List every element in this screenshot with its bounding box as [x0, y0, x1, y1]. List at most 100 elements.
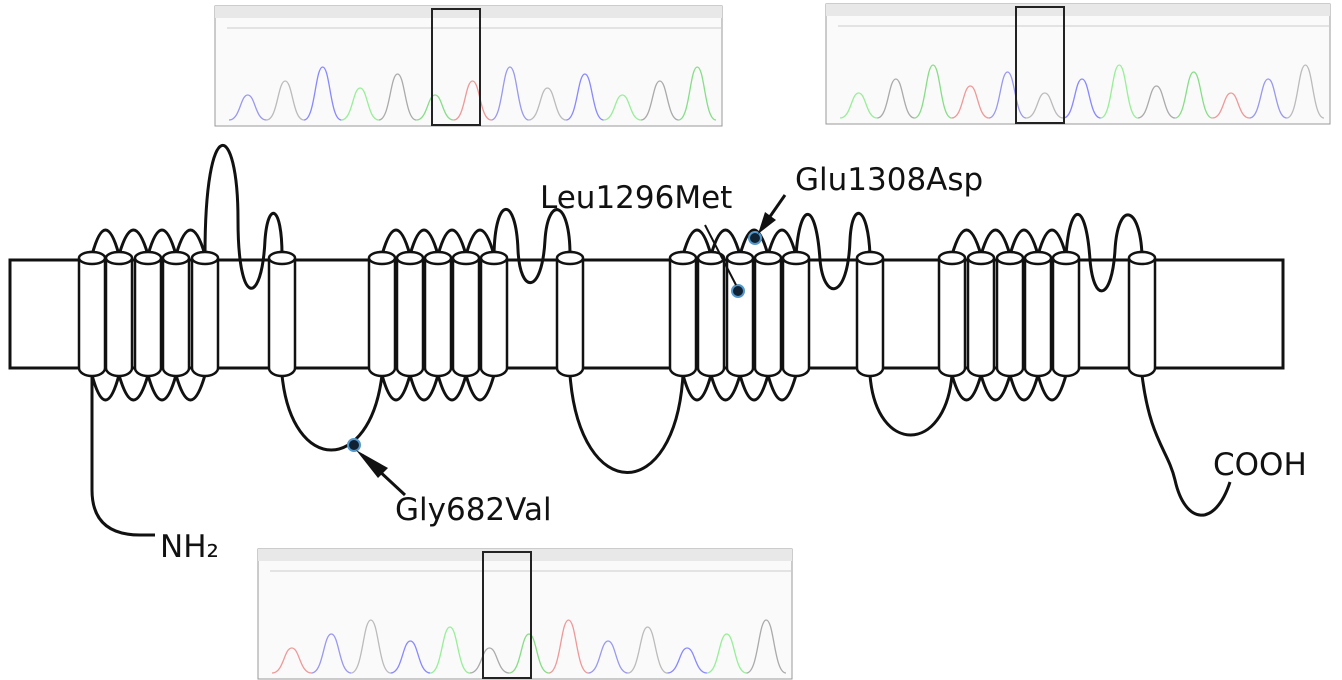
- helix-top: [725, 250, 755, 266]
- toolbar: [826, 4, 1330, 16]
- loop: [738, 374, 770, 402]
- mutation-dot: [748, 231, 762, 245]
- peak: [303, 66, 342, 121]
- terminus-label: COOH: [1213, 447, 1307, 483]
- peak: [951, 85, 990, 119]
- peak: [528, 87, 567, 121]
- peak: [1212, 92, 1250, 119]
- helix-top: [190, 250, 220, 266]
- loop: [90, 228, 121, 256]
- helix-top: [696, 250, 726, 266]
- peak: [1137, 85, 1176, 119]
- peak: [266, 80, 305, 121]
- peak: [548, 619, 589, 674]
- arrowhead: [758, 212, 776, 234]
- loop: [766, 228, 798, 256]
- peak: [914, 64, 952, 119]
- helix: [937, 250, 967, 378]
- helix-top: [367, 250, 397, 266]
- helix: [77, 250, 107, 378]
- peak: [429, 626, 470, 674]
- helix-top: [479, 250, 509, 266]
- helix-top: [966, 250, 996, 266]
- helix: [1127, 250, 1157, 378]
- helix-top: [781, 250, 811, 266]
- helix: [753, 250, 783, 378]
- peak: [469, 647, 510, 674]
- loop: [1036, 228, 1068, 256]
- helix: [479, 250, 509, 378]
- helix: [190, 250, 220, 378]
- peak: [627, 626, 668, 674]
- helix: [855, 250, 885, 378]
- helix: [451, 250, 481, 378]
- peak: [416, 94, 454, 121]
- helix-top: [855, 250, 885, 266]
- helix-top: [555, 250, 585, 266]
- helix-top: [423, 250, 453, 266]
- peak: [603, 94, 642, 121]
- helix-top: [104, 250, 134, 266]
- peak: [378, 73, 417, 121]
- peak: [271, 647, 312, 674]
- helix: [267, 250, 297, 378]
- helix: [1023, 250, 1053, 378]
- loop: [380, 374, 412, 402]
- toolbar: [215, 6, 722, 18]
- peak: [1063, 78, 1101, 119]
- chromatogram: [825, 3, 1331, 125]
- helix: [668, 250, 698, 378]
- mutation-label: Gly682Val: [395, 492, 552, 528]
- helix: [104, 250, 134, 378]
- helices: [77, 250, 1157, 378]
- loop: [681, 228, 713, 256]
- helix: [395, 250, 425, 378]
- helix: [367, 250, 397, 378]
- loop: [408, 374, 440, 402]
- helix: [995, 250, 1025, 378]
- helix: [966, 250, 996, 378]
- loop: [1008, 374, 1040, 402]
- peak: [678, 66, 717, 121]
- loop: [464, 228, 496, 256]
- loop: [436, 374, 468, 402]
- loop: [117, 374, 150, 402]
- helix: [725, 250, 755, 378]
- loop: [90, 374, 121, 402]
- chromatograms: [214, 3, 1331, 680]
- peak: [341, 87, 380, 121]
- mutations: [347, 194, 787, 497]
- helix: [555, 250, 585, 378]
- loop: [1036, 374, 1068, 402]
- loop: [950, 228, 983, 256]
- loop: [146, 374, 178, 402]
- peak: [706, 633, 747, 674]
- helix-top: [1051, 250, 1081, 266]
- loop: [380, 228, 412, 256]
- mutation-dot: [731, 284, 745, 298]
- arrow: [704, 224, 737, 286]
- loop: [117, 228, 150, 256]
- loop: [436, 228, 468, 256]
- helix-top: [77, 250, 107, 266]
- helix-top: [395, 250, 425, 266]
- highlight-box: [1015, 6, 1065, 124]
- loop: [709, 374, 742, 402]
- peak: [876, 78, 915, 119]
- peak: [228, 94, 267, 121]
- loops: [90, 143, 1232, 537]
- peak: [1100, 64, 1139, 119]
- loop: [766, 374, 798, 402]
- peak: [1174, 71, 1213, 119]
- peak: [640, 80, 679, 121]
- peak: [453, 80, 492, 121]
- arrowhead: [356, 450, 388, 478]
- peak: [1286, 64, 1325, 119]
- helix: [161, 250, 191, 378]
- peak: [390, 640, 431, 674]
- peak: [988, 71, 1027, 119]
- loop: [408, 228, 440, 256]
- helix: [1051, 250, 1081, 378]
- helix-top: [133, 250, 163, 266]
- helix-top: [161, 250, 191, 266]
